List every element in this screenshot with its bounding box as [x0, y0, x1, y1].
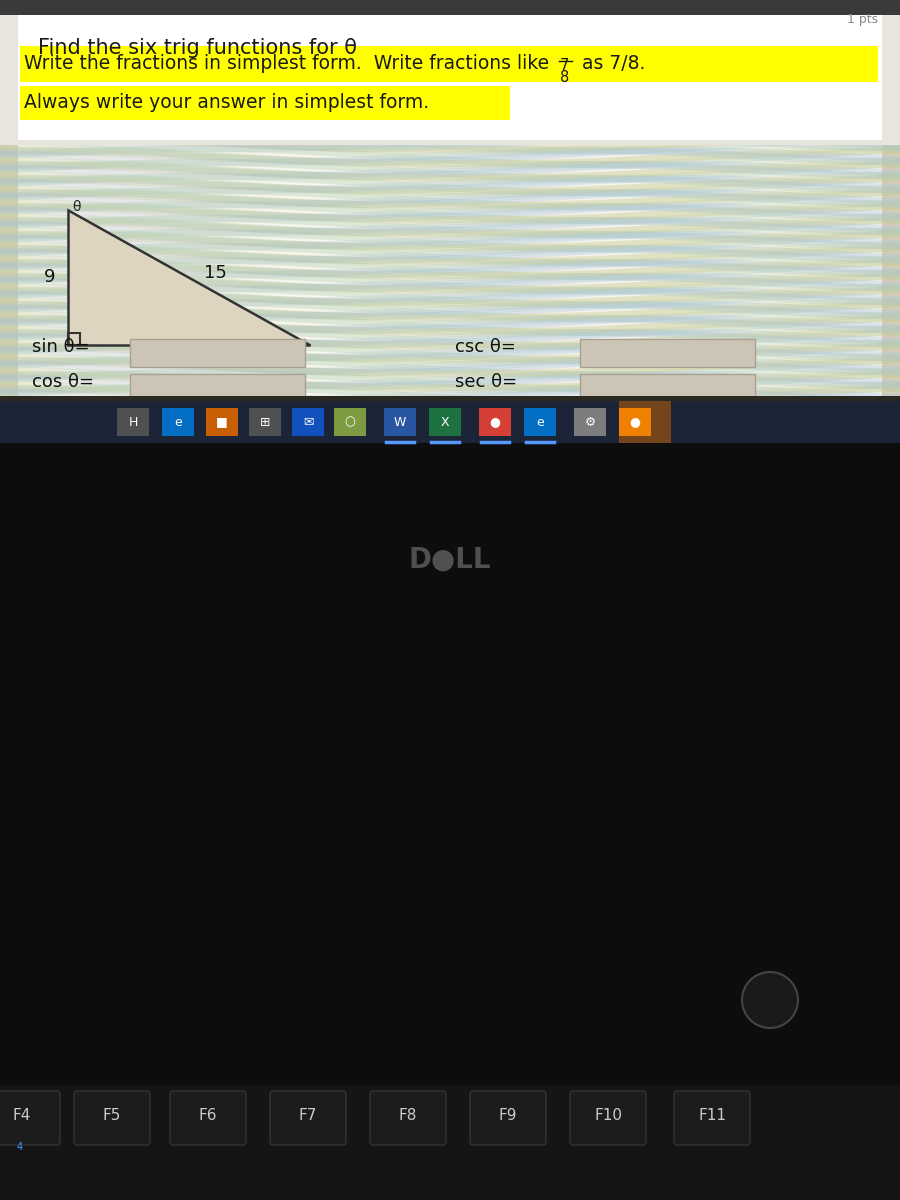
Bar — [162, 408, 194, 436]
Circle shape — [742, 972, 798, 1028]
Text: sin θ=: sin θ= — [32, 338, 90, 356]
Text: e: e — [536, 415, 544, 428]
Bar — [0, 401, 900, 443]
FancyBboxPatch shape — [470, 1091, 546, 1145]
Bar — [334, 408, 366, 436]
Bar — [580, 374, 755, 402]
Polygon shape — [68, 210, 310, 346]
Bar — [68, 332, 80, 346]
Bar — [130, 374, 305, 402]
Bar — [429, 408, 461, 436]
Text: cot θ=: cot θ= — [455, 397, 515, 415]
Bar — [20, 86, 510, 120]
Text: ✉: ✉ — [302, 415, 313, 428]
Text: F7: F7 — [299, 1109, 317, 1123]
Bar — [18, 14, 882, 140]
Bar — [20, 46, 878, 82]
FancyBboxPatch shape — [270, 1091, 346, 1145]
Text: ⚙: ⚙ — [584, 415, 596, 428]
Text: 9: 9 — [44, 269, 56, 287]
Bar — [0, 0, 900, 14]
Bar — [619, 408, 651, 436]
FancyBboxPatch shape — [370, 1091, 446, 1145]
Text: F11: F11 — [698, 1109, 726, 1123]
Bar — [249, 408, 281, 436]
FancyBboxPatch shape — [674, 1091, 750, 1145]
Bar — [0, 396, 900, 401]
Text: X: X — [441, 415, 449, 428]
Text: θ: θ — [72, 200, 80, 214]
Text: H: H — [129, 415, 138, 428]
Bar — [18, 20, 882, 140]
Text: ○: ○ — [345, 415, 356, 428]
Text: sec θ=: sec θ= — [455, 373, 517, 391]
FancyBboxPatch shape — [170, 1091, 246, 1145]
Bar — [384, 408, 416, 436]
Text: 4: 4 — [17, 1142, 27, 1152]
Text: F5: F5 — [103, 1109, 122, 1123]
Text: cos θ=: cos θ= — [32, 373, 94, 391]
Text: F10: F10 — [594, 1109, 622, 1123]
Bar — [130, 338, 305, 367]
Bar — [0, 14, 900, 430]
Bar — [479, 408, 511, 436]
Bar — [117, 408, 149, 436]
Bar — [580, 338, 755, 367]
Text: Write the fractions in simplest form.  Write fractions like: Write the fractions in simplest form. Wr… — [24, 54, 555, 73]
Text: 7: 7 — [560, 58, 570, 73]
Text: ■: ■ — [216, 415, 228, 428]
Text: as 7/8.: as 7/8. — [576, 54, 645, 73]
Text: W: W — [394, 415, 406, 428]
FancyBboxPatch shape — [0, 1091, 60, 1145]
Bar — [292, 408, 324, 436]
Bar — [524, 408, 556, 436]
Bar — [130, 398, 305, 426]
FancyBboxPatch shape — [570, 1091, 646, 1145]
FancyBboxPatch shape — [74, 1091, 150, 1145]
Text: D●LL: D●LL — [409, 546, 491, 574]
Text: ●: ● — [490, 415, 500, 428]
Text: ●: ● — [630, 415, 641, 428]
Bar — [206, 408, 238, 436]
Text: tan θ=: tan θ= — [32, 397, 94, 415]
Bar — [0, 1085, 900, 1200]
Text: F6: F6 — [199, 1109, 217, 1123]
Text: ⊞: ⊞ — [260, 415, 270, 428]
Bar — [18, 20, 882, 134]
Text: Find the six trig functions for θ: Find the six trig functions for θ — [38, 38, 357, 58]
Text: 1 pts: 1 pts — [847, 13, 878, 26]
Bar — [0, 443, 900, 1200]
Bar — [0, 14, 900, 145]
Text: 8: 8 — [560, 70, 569, 85]
Text: F9: F9 — [499, 1109, 517, 1123]
Text: F8: F8 — [399, 1109, 418, 1123]
Text: F4: F4 — [13, 1109, 32, 1123]
Text: 15: 15 — [204, 264, 227, 282]
Text: e: e — [174, 415, 182, 428]
Bar — [0, 134, 900, 412]
Bar — [580, 398, 755, 426]
Bar — [619, 401, 671, 443]
Text: csc θ=: csc θ= — [455, 338, 516, 356]
Bar — [574, 408, 606, 436]
Text: Always write your answer in simplest form.: Always write your answer in simplest for… — [24, 92, 429, 112]
Text: 12: 12 — [177, 354, 201, 372]
Bar — [18, 20, 882, 415]
